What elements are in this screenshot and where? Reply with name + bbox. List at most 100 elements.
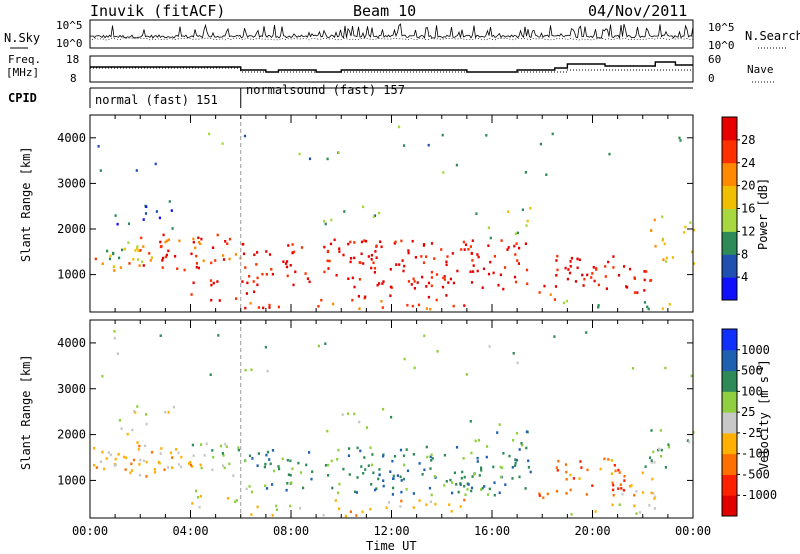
nave-label: Nave xyxy=(747,63,774,76)
velocity-cell xyxy=(197,496,200,499)
power-cell xyxy=(174,255,177,258)
velocity-cell xyxy=(591,484,594,487)
power-cell xyxy=(370,253,373,257)
velocity-cell xyxy=(365,426,369,429)
velocity-cell xyxy=(406,469,410,473)
power-cell xyxy=(569,265,572,268)
power-cell xyxy=(487,244,490,247)
velocity-cell xyxy=(488,345,491,348)
velocity-cell xyxy=(399,505,402,508)
power-cell xyxy=(270,268,273,271)
power-cell xyxy=(628,267,632,271)
velocity-ytick-label: 4000 xyxy=(57,336,86,350)
velocity-cell xyxy=(614,469,617,473)
velocity-cell xyxy=(200,443,203,446)
velocity-cell xyxy=(617,468,620,472)
power-cell xyxy=(304,272,307,275)
power-cell xyxy=(268,253,272,256)
power-cell xyxy=(449,277,452,281)
power-cell xyxy=(430,276,433,279)
power-cell xyxy=(289,264,292,267)
power-cell xyxy=(649,279,653,282)
freq-label-line1: Freq. xyxy=(8,53,42,66)
velocity-cell xyxy=(501,466,504,470)
power-cell xyxy=(351,276,354,280)
power-cell xyxy=(265,250,268,253)
velocity-cell xyxy=(100,460,103,463)
velocity-cell xyxy=(93,447,96,450)
velocity-cell xyxy=(226,497,230,500)
velocity-cell xyxy=(129,471,132,475)
velocity-cell xyxy=(275,504,278,508)
velocity-cell xyxy=(133,409,136,413)
velocity-cell xyxy=(324,464,328,467)
velocity-cell xyxy=(377,477,380,481)
velocity-cell xyxy=(403,357,406,361)
power-cell xyxy=(161,259,164,262)
velocity-cell xyxy=(514,461,517,465)
power-cell xyxy=(568,271,572,275)
power-cell xyxy=(617,274,621,277)
velocity-cell xyxy=(553,335,556,338)
velocity-cell xyxy=(245,487,248,491)
velocity-cell xyxy=(402,463,406,467)
x-tick-label: 12:00 xyxy=(373,524,409,538)
velocity-cell xyxy=(564,463,568,466)
power-cell xyxy=(430,242,434,245)
velocity-cell xyxy=(520,442,523,445)
velocity-cell xyxy=(565,492,568,495)
power-cell xyxy=(197,236,200,240)
power-cell xyxy=(433,257,436,260)
velocity-cell xyxy=(496,431,499,434)
power-cell xyxy=(395,263,398,266)
power-cell xyxy=(148,252,151,255)
power-cell xyxy=(108,257,112,261)
power-cell xyxy=(222,258,226,261)
velocity-cell xyxy=(138,463,141,466)
power-cell xyxy=(194,246,197,250)
velocity-cell xyxy=(113,464,116,467)
power-cell xyxy=(452,304,455,308)
power-cell xyxy=(445,260,448,264)
power-cell xyxy=(407,251,410,255)
power-cell xyxy=(282,260,285,263)
velocity-cell xyxy=(633,493,636,497)
power-cell xyxy=(140,236,143,240)
velocity-cell xyxy=(116,352,119,355)
power-cell xyxy=(99,169,102,172)
power-cell xyxy=(398,263,401,266)
velocity-cell xyxy=(180,465,183,469)
power-cell xyxy=(526,219,529,223)
power-cell xyxy=(476,253,479,256)
power-cell xyxy=(643,278,646,282)
velocity-cell xyxy=(486,445,489,448)
nave-tick-high: 60 xyxy=(708,53,722,66)
velocity-cell xyxy=(436,350,439,353)
velocity-cell xyxy=(336,458,339,461)
power-cell xyxy=(114,214,117,217)
velocity-cell xyxy=(557,459,560,463)
velocity-cell xyxy=(476,456,479,460)
velocity-cell xyxy=(358,420,361,424)
power-cell xyxy=(592,266,595,269)
x-tick-label: 04:00 xyxy=(172,524,208,538)
velocity-ytick-label: 1000 xyxy=(57,473,86,487)
velocity-cell xyxy=(302,486,305,490)
power-cell xyxy=(221,142,224,145)
nsearch-tick-high: 10^5 xyxy=(708,21,735,34)
power-cell xyxy=(142,264,145,267)
velocity-cell xyxy=(190,465,194,468)
power-colorbar-tick-label: 4 xyxy=(741,270,748,284)
power-cell xyxy=(460,248,463,251)
velocity-cell xyxy=(529,470,532,474)
power-cell xyxy=(683,231,686,234)
freq-label-line2: [MHz] xyxy=(6,66,40,79)
power-cell xyxy=(612,255,615,258)
power-cell xyxy=(425,307,428,310)
velocity-cell xyxy=(429,500,432,504)
velocity-cell xyxy=(473,473,476,476)
velocity-cell xyxy=(250,513,253,516)
x-tick-label: 00:00 xyxy=(72,524,108,538)
velocity-cell xyxy=(400,479,403,482)
velocity-cell xyxy=(199,463,202,467)
